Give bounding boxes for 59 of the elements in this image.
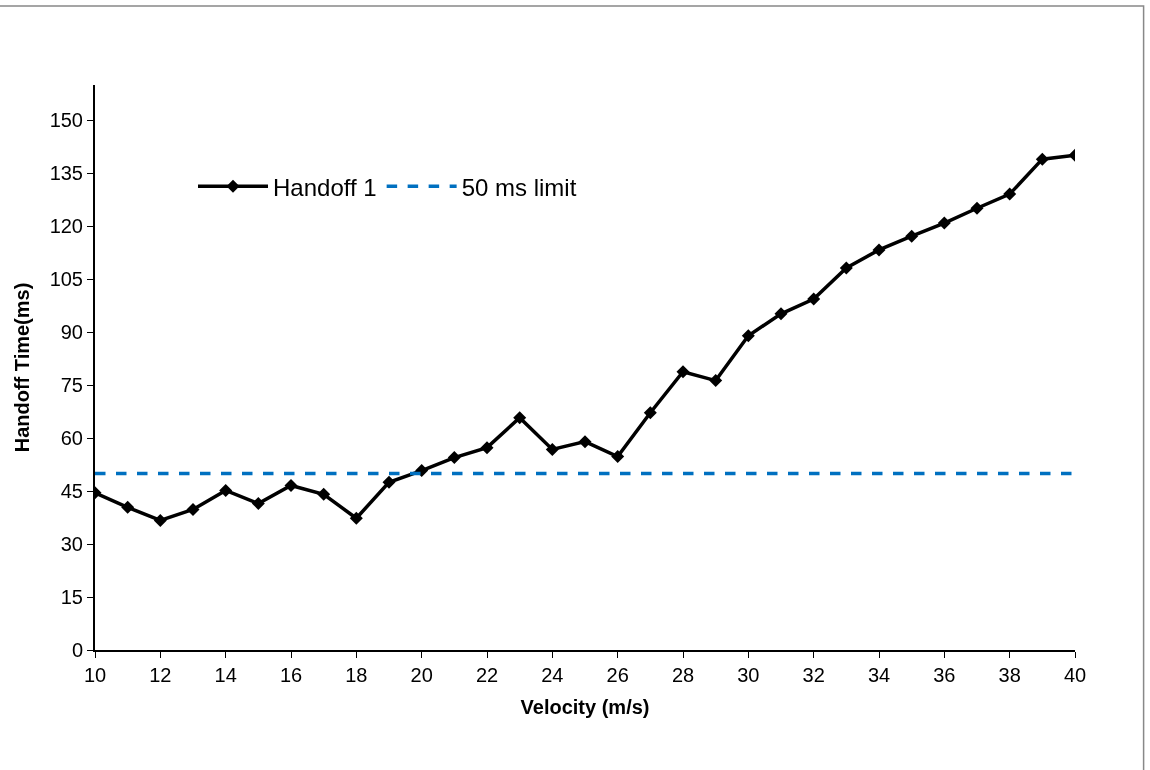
point bbox=[219, 483, 233, 497]
point bbox=[251, 496, 265, 510]
x-tick-label: 28 bbox=[671, 664, 695, 686]
y-tick-label: 30 bbox=[60, 533, 83, 556]
point bbox=[872, 243, 886, 257]
x-tick-label: 10 bbox=[83, 664, 107, 686]
x-tick-label: 26 bbox=[606, 664, 629, 686]
point bbox=[545, 442, 559, 456]
x-tick-label: 32 bbox=[802, 664, 825, 686]
point bbox=[676, 365, 690, 379]
y-tick-label: 45 bbox=[60, 480, 83, 503]
y-axis-title: Handoff Time(ms) bbox=[10, 282, 33, 453]
point bbox=[905, 229, 919, 243]
point bbox=[643, 406, 657, 420]
point bbox=[480, 441, 494, 455]
legend-label: 50 ms limit bbox=[461, 173, 577, 201]
point bbox=[1003, 187, 1017, 201]
x-tick-label: 16 bbox=[279, 664, 303, 686]
y-tick-label: 105 bbox=[49, 268, 83, 291]
point bbox=[513, 411, 527, 425]
point bbox=[1035, 152, 1049, 166]
point bbox=[447, 451, 461, 465]
point bbox=[611, 449, 625, 463]
x-tick-label: 12 bbox=[149, 664, 172, 686]
point bbox=[382, 475, 396, 489]
legend-label: Handoff 1 bbox=[273, 173, 377, 201]
point bbox=[839, 261, 853, 275]
x-tick-label: 38 bbox=[998, 664, 1021, 686]
point bbox=[937, 216, 951, 230]
point bbox=[317, 487, 331, 501]
x-tick-label: 20 bbox=[410, 664, 433, 686]
y-tick-label: 75 bbox=[60, 374, 83, 397]
point bbox=[807, 292, 821, 306]
point bbox=[709, 374, 723, 388]
point bbox=[349, 511, 363, 525]
y-tick-label: 90 bbox=[60, 321, 83, 344]
x-axis-title: Velocity (m/s) bbox=[520, 696, 650, 718]
x-tick-label: 40 bbox=[1063, 664, 1087, 686]
x-tick-label: 14 bbox=[214, 664, 237, 686]
y-tick-label: 120 bbox=[49, 215, 83, 238]
y-tick-label: 135 bbox=[49, 162, 83, 185]
x-tick-label: 24 bbox=[541, 664, 564, 686]
point bbox=[153, 513, 167, 527]
y-tick-label: 150 bbox=[49, 109, 83, 132]
x-tick-label: 36 bbox=[933, 664, 956, 686]
point bbox=[774, 307, 788, 321]
y-tick-label: 15 bbox=[60, 586, 83, 609]
x-tick-label: 22 bbox=[475, 664, 499, 686]
point bbox=[970, 201, 984, 215]
point bbox=[741, 329, 755, 343]
x-tick-label: 34 bbox=[867, 664, 891, 686]
point bbox=[578, 435, 592, 449]
y-tick-label: 0 bbox=[71, 639, 83, 661]
point bbox=[186, 502, 200, 516]
y-tick-label: 60 bbox=[60, 427, 83, 450]
point bbox=[284, 478, 298, 492]
point bbox=[121, 500, 135, 514]
x-tick-label: 30 bbox=[737, 664, 760, 686]
x-tick-label: 18 bbox=[345, 664, 368, 686]
